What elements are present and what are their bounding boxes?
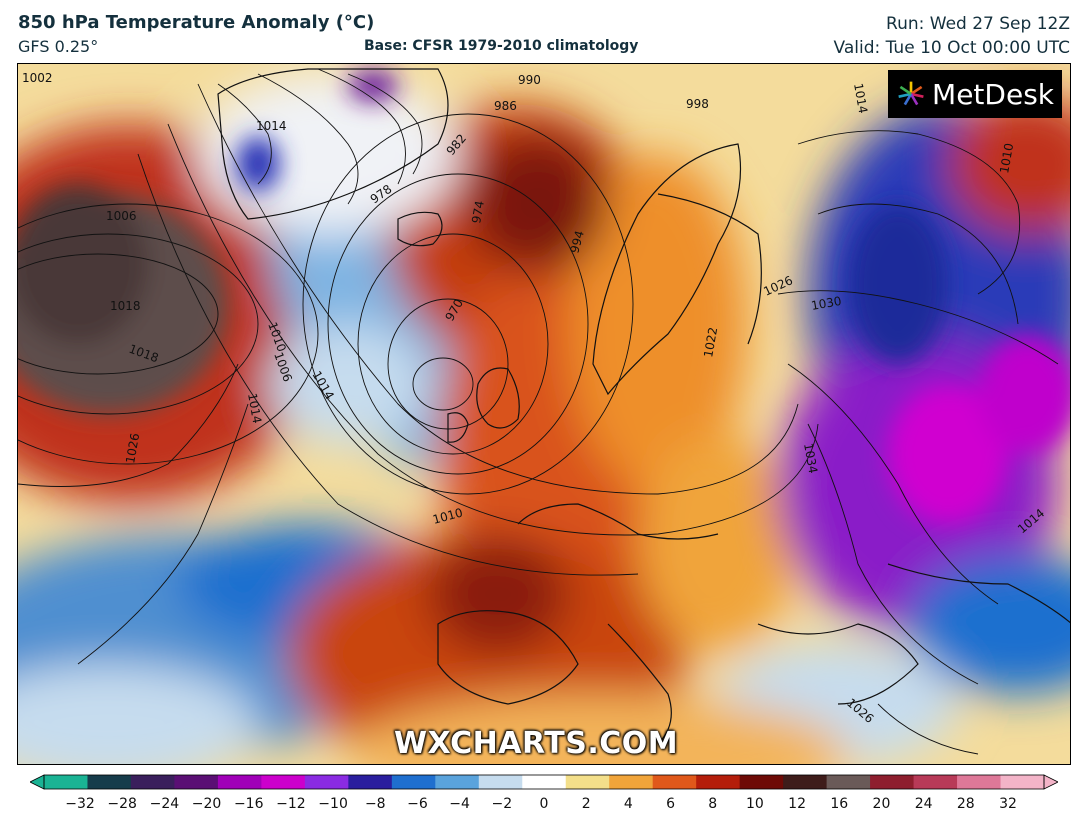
metdesk-logo-text: MetDesk [932,77,1054,111]
colorbar-cell [739,775,784,789]
colorbar-tick-label: 6 [666,796,675,812]
colorbar-tick-label: −12 [276,796,306,812]
isobar-label: 1022 [701,326,720,359]
colorbar-tick-label: −32 [65,796,95,812]
colorbar-max-arrow [1043,774,1058,790]
colorbar-tick-label: −20 [191,796,222,812]
isobar-label: 1034 [801,442,820,475]
colorbar-cell [87,775,132,789]
colorbar-cell [609,775,654,789]
colorbar-ticks: −32 −28 −24 −20 −16 −12 −10 −8 −6 −4 −2 0 2 4 6 8 10 12 16… [0,796,1088,816]
colorbar-tick-label: −2 [491,796,513,812]
wxcharts-watermark: WXCHARTS.COM [394,726,679,761]
colorbar-cell [435,775,480,789]
isobar-label: 1006 [106,209,137,223]
colorbar-cell [957,775,1002,789]
isobar-label: 1026 [123,432,142,465]
isobar-label: 998 [686,97,709,111]
anomaly-map: 1002 1018 1006 1014 1026 990 998 986 982… [17,63,1071,765]
colorbar-tick-label: −16 [233,796,264,812]
isobar-label: 1030 [810,294,843,313]
isobar-labels: 1002 1018 1006 1014 1026 990 998 986 982… [22,71,1047,726]
isobar-label: 1002 [22,71,53,85]
colorbar-cell [913,775,958,789]
metdesk-logo: MetDesk [888,70,1062,118]
colorbar-tick-label: 20 [872,796,891,812]
colorbar-tick-label: 8 [708,796,718,812]
colorbar-cell [478,775,523,789]
colorbar-tick-label: 10 [745,796,764,812]
colorbar-cell [174,775,219,789]
colorbar-cell [304,775,349,789]
colorbar-cell [696,775,741,789]
anomaly-field-detail [18,70,1070,524]
colorbar-tick-label: −4 [449,796,470,812]
colorbar-tick-label: 28 [956,796,975,812]
isobar-label: 990 [518,73,541,87]
colorbar-min-arrow [30,774,45,790]
colorbar-cell [217,775,262,789]
colorbar-cell [565,775,610,789]
colorbar-tick-label: −28 [107,796,137,812]
colorbar-cell [652,775,697,789]
colorbar-cell [261,775,306,789]
run-time-label: Run: Wed 27 Sep 12Z [886,14,1070,34]
chart-title: 850 hPa Temperature Anomaly (°C) [18,12,375,33]
isobar-label: 994 [567,229,586,255]
isobar-label: 1010 [997,142,1016,175]
colorbar-cell [130,775,175,789]
colorbar-tick-label: −6 [407,796,428,812]
colorbar-cell [783,775,828,789]
colorbar-cell [870,775,915,789]
colorbar-tick-label: −24 [149,796,180,812]
colorbar-tick-label: 2 [581,796,591,812]
isobar-label: 1018 [110,299,141,313]
colorbar-cell [1000,775,1045,789]
colorbar-tick-label: 12 [788,796,806,812]
colorbar-cell [522,775,567,789]
coastlines [217,68,1070,745]
colorbar-tick-label: −8 [364,796,386,812]
colorbar-cell [348,775,393,789]
colorbar-cell [44,775,88,789]
isobar-label: 1014 [851,82,870,115]
isobar-label: 974 [469,200,487,225]
colorbar-tick-label: 0 [539,796,549,812]
map-canvas: 1002 1018 1006 1014 1026 990 998 986 982… [18,64,1070,764]
colorbar-tick-label: 16 [830,796,849,812]
isobar-label: 986 [494,99,517,113]
colorbar-tick-label: 32 [999,796,1017,812]
isobar-label: 1014 [256,119,287,133]
isobar-label: 1014 [245,392,264,425]
colorbar-tick-label: −10 [318,796,348,812]
model-label: GFS 0.25° [18,37,99,56]
colorbar-tick-label: 4 [623,796,633,812]
colorbar [30,774,1058,790]
climatology-base-label: Base: CFSR 1979-2010 climatology [364,38,639,54]
colorbar-cell [391,775,436,789]
isobars [18,68,1059,755]
colorbar-tick-label: 24 [914,796,933,812]
metdesk-star-icon [898,81,924,106]
colorbar-cell [826,775,871,789]
valid-time-label: Valid: Tue 10 Oct 00:00 UTC [833,38,1070,58]
